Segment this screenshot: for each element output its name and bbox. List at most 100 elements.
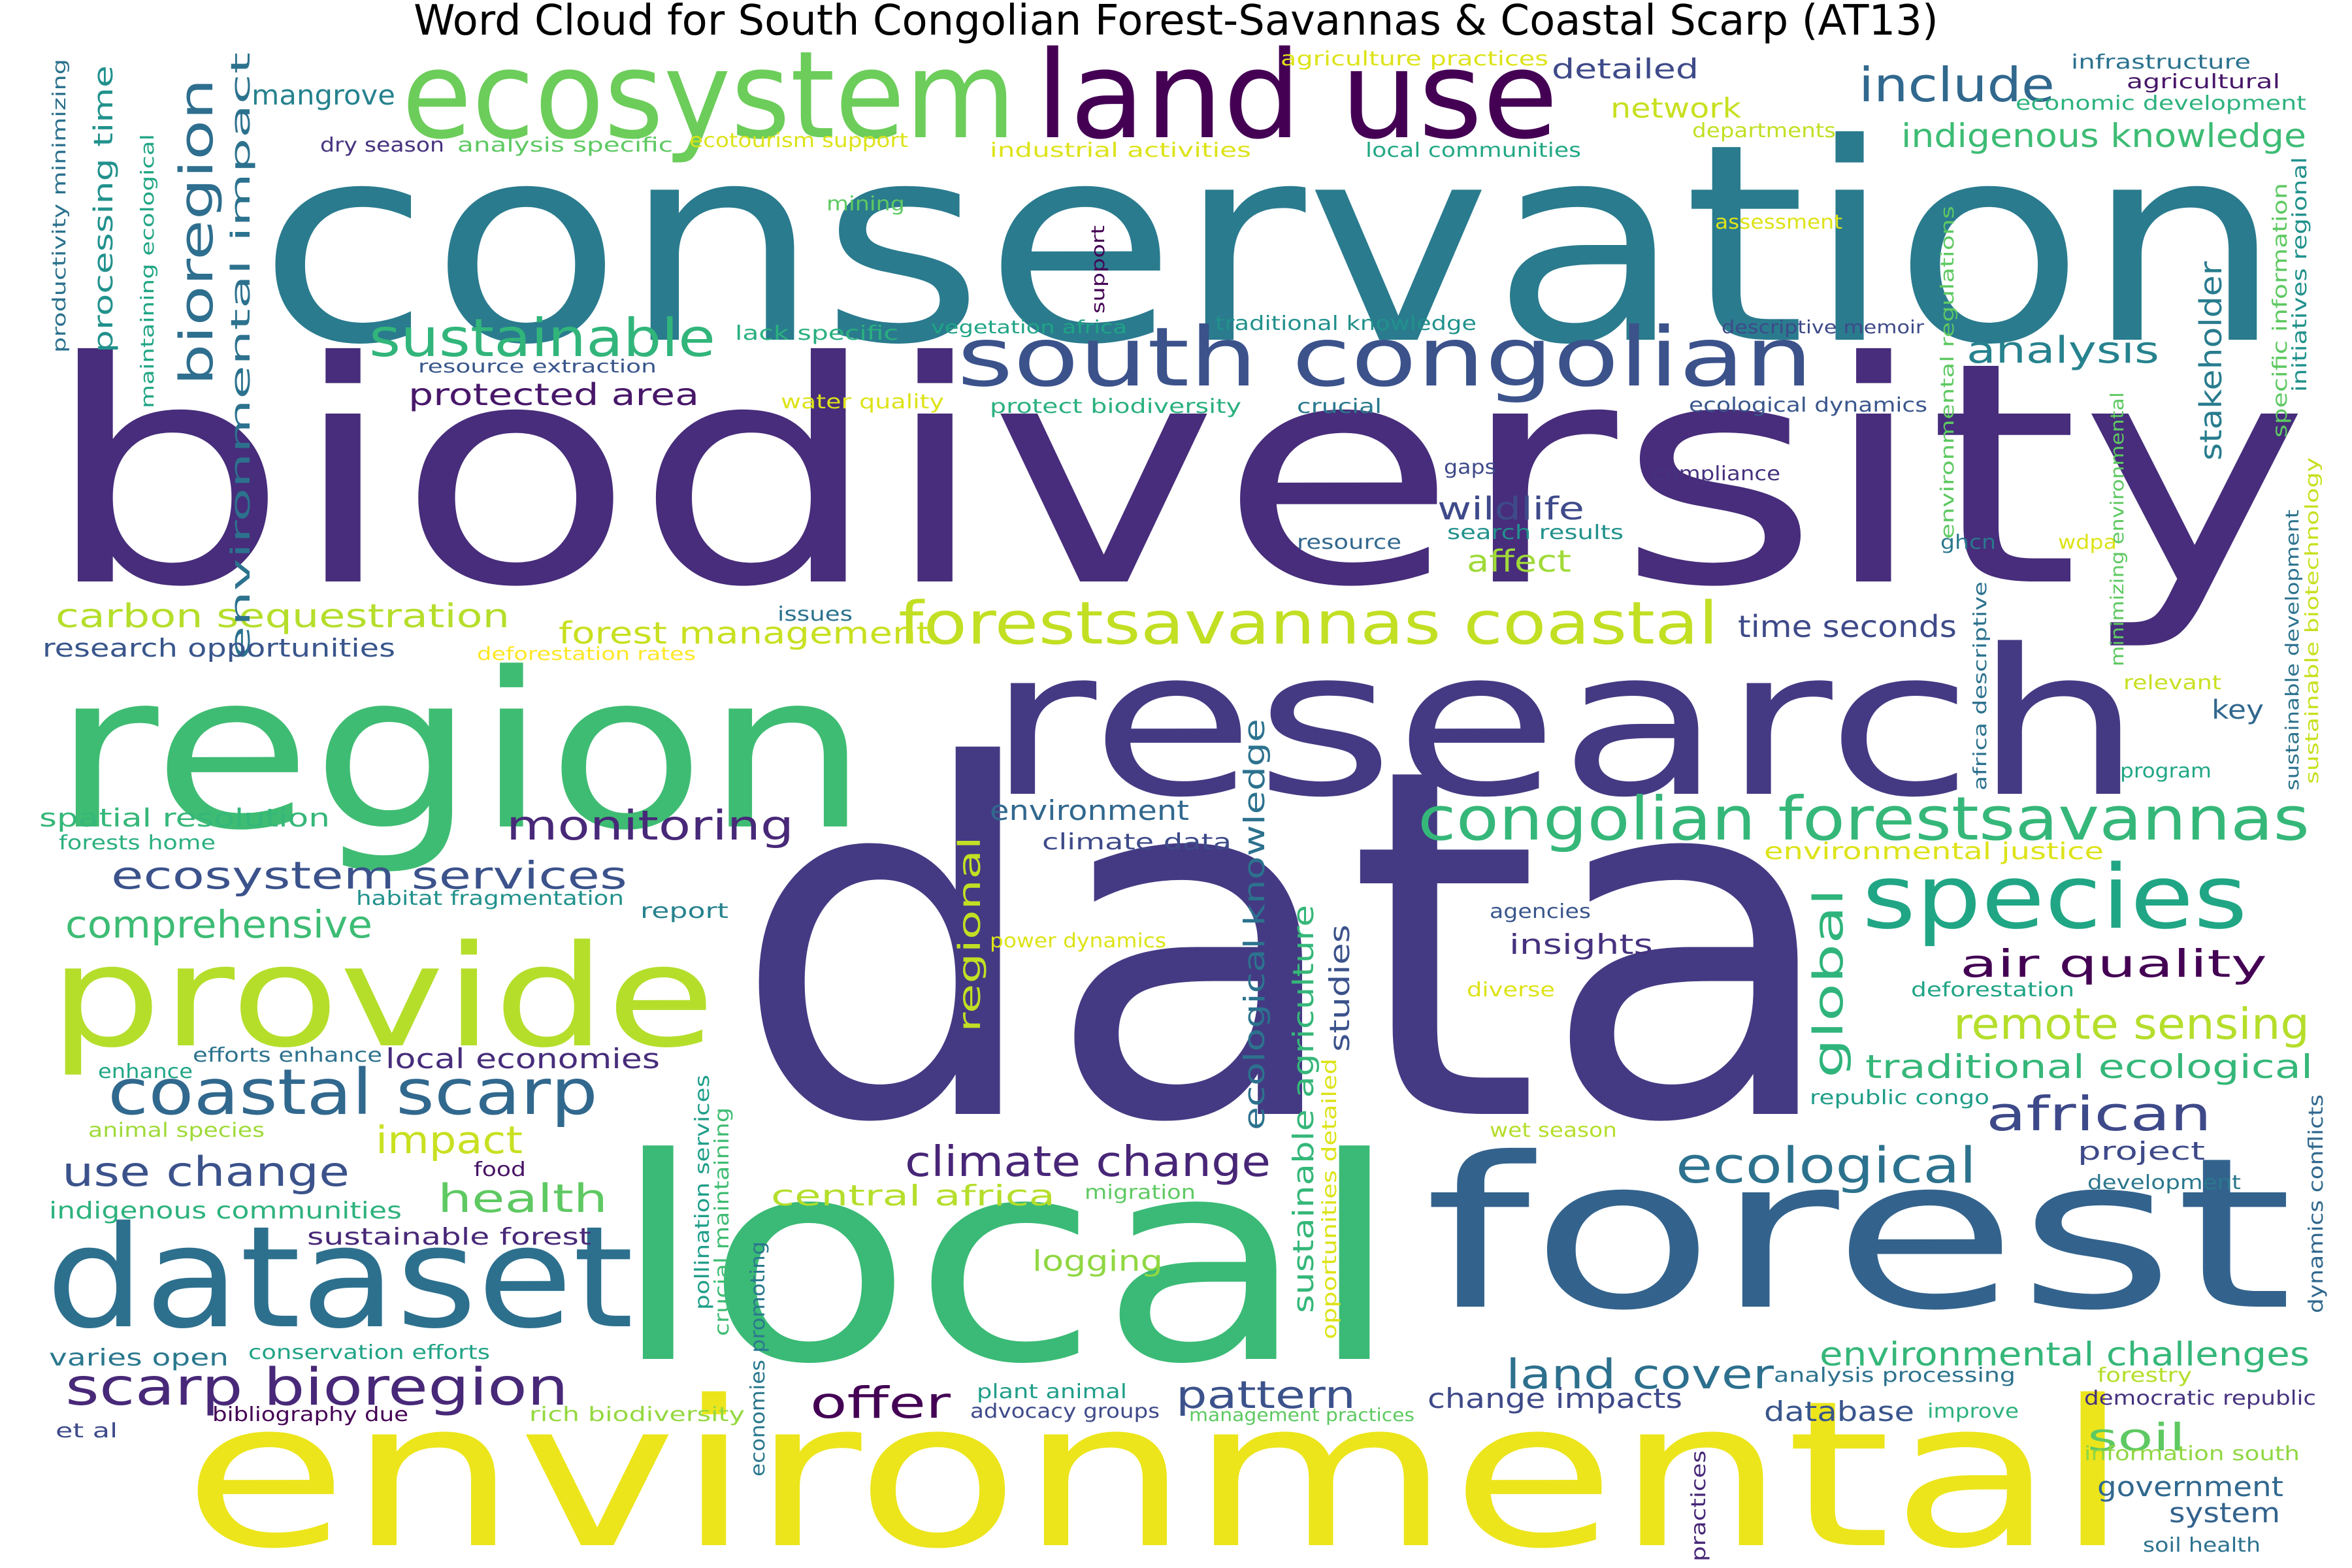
word-issues: issues <box>777 603 853 626</box>
word-air-quality: air quality <box>1960 941 2267 986</box>
word-analysis: analysis <box>1967 329 2159 372</box>
word-rich-biodiversity: rich biodiversity <box>529 1403 745 1426</box>
word-economic-development: economic development <box>2016 92 2306 115</box>
word-bioregion: bioregion <box>170 78 223 385</box>
word-africa-descriptive: africa descriptive <box>1969 581 1991 791</box>
word-sustainable: sustainable <box>369 308 715 368</box>
word-diverse: diverse <box>1467 979 1555 1002</box>
word-information-south: information south <box>2084 1443 2300 1465</box>
word-wet-season: wet season <box>1490 1119 1617 1142</box>
word-advocacy-groups: advocacy groups <box>970 1400 1160 1423</box>
word-agencies: agencies <box>1490 900 1591 923</box>
word-support: support <box>1087 225 1109 314</box>
word-practices: practices <box>1688 1450 1710 1561</box>
word-deforestation-rates: deforestation rates <box>477 643 696 664</box>
word-democratic-republic: democratic republic <box>2084 1387 2316 1410</box>
word-ghcn: ghcn <box>1940 531 1996 554</box>
word-environment: environment <box>990 794 1189 826</box>
word-republic-congo: republic congo <box>1810 1086 1989 1109</box>
word-economies-promoting: economies promoting <box>747 1241 770 1477</box>
word-network: network <box>1610 92 1742 124</box>
word-mangrove: mangrove <box>252 79 395 111</box>
word-spatial-resolution: spatial resolution <box>39 804 330 832</box>
word-south-congolian: south congolian <box>957 310 1813 405</box>
word-coastal-scarp: coastal scarp <box>108 1056 598 1129</box>
word-studies: studies <box>1324 924 1356 1052</box>
word-initiatives-regional: initiatives regional <box>2289 157 2311 392</box>
word-use-change: use change <box>62 1148 350 1196</box>
word-database: database <box>1764 1396 1914 1428</box>
word-ecotourism-support: ecotourism support <box>689 129 908 152</box>
word-change-impacts: change impacts <box>1428 1382 1682 1414</box>
word-land-use: land use <box>1036 25 1558 166</box>
word-forests-home: forests home <box>59 832 216 855</box>
word-management-practices: management practices <box>1189 1404 1414 1426</box>
word-local-economies: local economies <box>385 1043 660 1075</box>
word-ecosystem-services: ecosystem services <box>111 853 627 898</box>
word-efforts-enhance: efforts enhance <box>193 1044 382 1067</box>
word-research-opportunities: research opportunities <box>42 634 395 662</box>
word-protected-area: protected area <box>408 377 699 412</box>
word-remote-sensing: remote sensing <box>1953 999 2310 1049</box>
word-traditional-knowledge: traditional knowledge <box>1215 312 1477 335</box>
word-protect-biodiversity: protect biodiversity <box>990 395 1241 418</box>
word-departments: departments <box>1692 120 1836 142</box>
word-minimizing-environmental: minimizing environmental <box>2106 392 2128 666</box>
word-ecosystem: ecosystem <box>402 25 1016 166</box>
word-time-seconds: time seconds <box>1738 609 1957 644</box>
word-lack-specific: lack specific <box>735 322 898 345</box>
word-descriptive-memoir: descriptive memoir <box>1722 316 1925 338</box>
chart-title: Word Cloud for South Congolian Forest-Sa… <box>414 0 1938 45</box>
word-ecological: ecological <box>1676 1136 1976 1194</box>
word-local: local <box>611 1099 1401 1426</box>
word-forest-management: forest management <box>559 615 931 651</box>
word-data: data <box>732 665 1842 1228</box>
word-mining: mining <box>826 193 905 216</box>
word-development: development <box>2087 1171 2241 1194</box>
word-sustainable-biotechnology: sustainable biotechnology <box>2301 457 2323 784</box>
word-logging: logging <box>1032 1245 1163 1278</box>
word-report: report <box>640 898 728 923</box>
word-stakeholder: stakeholder <box>2193 261 2229 461</box>
word-central-africa: central africa <box>771 1179 1055 1213</box>
word-sustainable-development: sustainable development <box>2281 510 2303 791</box>
word-vegetation-africa: vegetation africa <box>931 316 1127 338</box>
word-regional: regional <box>952 836 987 1032</box>
word-maintaining-ecological: maintaining ecological <box>137 134 158 408</box>
word-assessment: assessment <box>1715 211 1842 234</box>
word-food: food <box>474 1158 526 1181</box>
word-african: african <box>1986 1086 2212 1141</box>
word-conservation: conservation <box>258 86 2283 405</box>
word-gaps: gaps <box>1444 456 1496 479</box>
word-wdpa: wdpa <box>2058 531 2117 554</box>
word-dataset: dataset <box>46 1196 634 1360</box>
word-forestsavannas-coastal: forestsavannas coastal <box>898 589 1718 658</box>
word-infrastructure: infrastructure <box>2071 51 2251 74</box>
word-dry-season: dry season <box>320 134 444 157</box>
word-animal-species: animal species <box>88 1119 265 1142</box>
word-specific-information: specific information <box>2269 183 2292 438</box>
word-water-quality: water quality <box>781 391 944 414</box>
word-improve: improve <box>1927 1400 2019 1423</box>
word-program: program <box>2120 760 2212 783</box>
word-soil-health: soil health <box>2143 1534 2261 1557</box>
word-environmental-regulations: environmental regulations <box>1936 206 1958 539</box>
word-offer: offer <box>810 1378 951 1428</box>
word-impact: impact <box>376 1118 523 1162</box>
word-resource-extraction: resource extraction <box>418 355 657 377</box>
word-bibliography-due: bibliography due <box>212 1403 408 1426</box>
word-migration: migration <box>1085 1181 1196 1204</box>
word-affect: affect <box>1467 544 1571 579</box>
word-relevant: relevant <box>2123 672 2221 694</box>
word-ecological-dynamics: ecological dynamics <box>1689 394 1927 417</box>
word-plant-animal: plant animal <box>977 1380 1127 1403</box>
word-carbon-sequestration: carbon sequestration <box>56 597 510 635</box>
word-dynamics-conflicts: dynamics conflicts <box>2305 1094 2328 1313</box>
word-industrial-activities: industrial activities <box>990 139 1251 162</box>
word-comprehensive: comprehensive <box>65 902 372 947</box>
word-analysis-specific: analysis specific <box>457 134 673 157</box>
word-opportunities-detailed: opportunities detailed <box>1318 1058 1341 1339</box>
word-sustainable-agriculture: sustainable agriculture <box>1287 905 1320 1313</box>
word-conservation-efforts: conservation efforts <box>248 1341 490 1364</box>
word-search-results: search results <box>1447 521 1624 544</box>
